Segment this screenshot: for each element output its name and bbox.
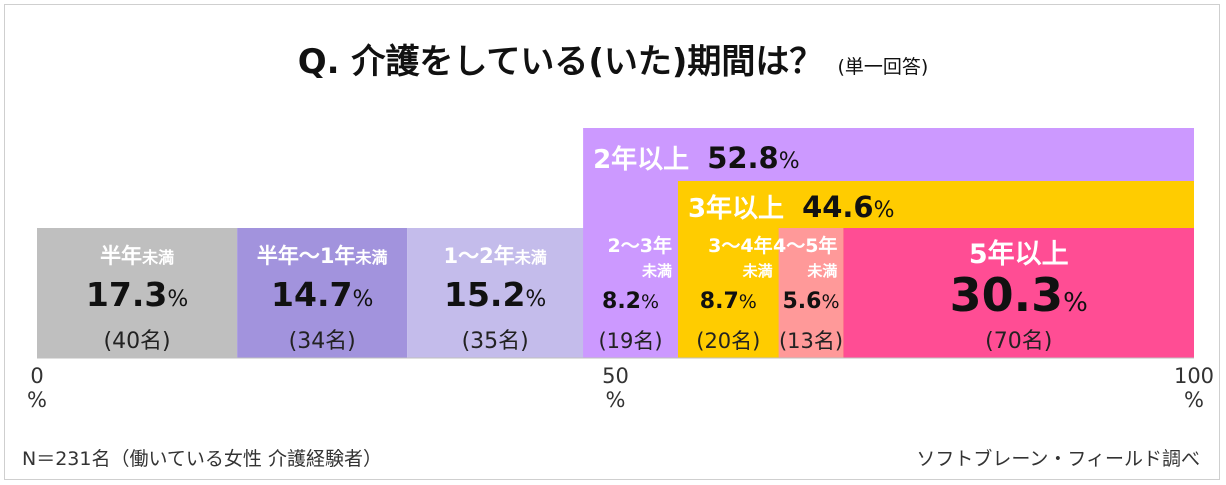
segment-7-count: (70名) xyxy=(985,329,1052,354)
segment-2-count-part: (34名) xyxy=(289,329,356,354)
segment-6-category-part: 4〜5年 xyxy=(773,234,837,257)
segment-1-value-part: % xyxy=(167,287,188,312)
segment-2-value-part: % xyxy=(352,287,373,312)
footnote-sample: N＝231名（働いている女性 介護経験者） xyxy=(22,448,382,470)
bar-segment-5 xyxy=(677,228,779,358)
segment-5-category-suffix-part: 未満 xyxy=(742,262,773,280)
segment-4-category-part: 2〜3年 xyxy=(608,234,672,257)
segment-1-count-part: (40名) xyxy=(103,329,170,354)
x-tick-value: 0 xyxy=(30,364,44,388)
title-text: Q. 介護をしている(いた)期間は？ xyxy=(297,42,824,82)
chart-frame xyxy=(4,4,1220,480)
segment-3-category: 1〜2年未満 xyxy=(444,244,547,268)
segment-4-value: 8.2% xyxy=(602,289,659,314)
band-2yr-plus-label-part: % xyxy=(779,149,800,174)
segment-5-value-part: 8.7 xyxy=(700,289,739,314)
band-3yr-plus-label-part: % xyxy=(874,198,895,223)
segment-2-count: (34名) xyxy=(289,329,356,354)
bar-segment-1 xyxy=(37,228,238,358)
segment-2-category-part: 半年〜1年 xyxy=(257,244,356,268)
segment-6-category: 4〜5年 xyxy=(773,234,837,257)
x-tick-unit: % xyxy=(27,388,47,412)
x-tick-label: 50% xyxy=(586,364,646,412)
band-3yr-plus-label-part: 44.6 xyxy=(802,190,874,224)
segment-1-value: 17.3% xyxy=(86,275,188,314)
x-tick-unit: % xyxy=(1184,388,1204,412)
subtitle: (単一回答) xyxy=(837,56,929,78)
segment-6-value-part: % xyxy=(821,291,839,313)
segment-3-category-part: 未満 xyxy=(514,248,547,267)
segment-4-category-suffix: 未満 xyxy=(641,262,672,280)
band-2yr-plus-label: 2年以上 52.8% xyxy=(593,141,800,175)
segment-6-count-part: (13名) xyxy=(779,329,843,353)
segment-3-value: 15.2% xyxy=(444,275,546,314)
segment-5-count-part: (20名) xyxy=(696,329,760,353)
segment-4-count: (19名) xyxy=(598,329,662,353)
segment-6-count: (13名) xyxy=(779,329,843,353)
segment-3-count-part: (35名) xyxy=(462,329,529,354)
bar-segment-2 xyxy=(237,228,408,358)
band-2yr-plus-label-part: 2年以上 xyxy=(593,144,689,175)
segment-4-value-part: 8.2 xyxy=(602,289,641,314)
segment-7-value-part: 30.3 xyxy=(950,268,1064,322)
bar-segment-3 xyxy=(407,228,584,358)
segment-7-category: 5年以上 xyxy=(969,238,1069,270)
segment-3-category-part: 1〜2年 xyxy=(444,244,515,268)
segment-2-value-part: 14.7 xyxy=(271,275,352,314)
bar-segment-6 xyxy=(778,228,844,358)
segment-5-count: (20名) xyxy=(696,329,760,353)
footnote-source: ソフトブレーン・フィールド調べ xyxy=(916,448,1200,470)
band-3yr-plus-label-part: 3年以上 xyxy=(688,193,784,224)
segment-6-category-suffix: 未満 xyxy=(806,262,837,280)
chart-title: Q. 介護をしている(いた)期間は？ (単一回答) xyxy=(0,34,1226,83)
segment-2-category-part: 未満 xyxy=(355,248,388,267)
segment-6-category-suffix-part: 未満 xyxy=(806,262,837,280)
bar-segment-4 xyxy=(583,228,678,358)
segment-1-category: 半年未満 xyxy=(100,244,174,268)
band-3yr-plus-label: 3年以上 44.6% xyxy=(688,190,895,224)
segment-7-count-part: (70名) xyxy=(985,329,1052,354)
segment-4-count-part: (19名) xyxy=(598,329,662,353)
segment-6-value: 5.6% xyxy=(783,289,840,314)
x-tick-value: 100 xyxy=(1173,364,1215,388)
segment-7-value: 30.3% xyxy=(950,268,1088,322)
segment-5-category-suffix: 未満 xyxy=(742,262,773,280)
segment-1-count: (40名) xyxy=(103,329,170,354)
segment-1-category-part: 半年 xyxy=(100,244,142,268)
segment-4-category: 2〜3年 xyxy=(608,234,672,257)
segment-7-value-part: % xyxy=(1063,288,1088,318)
segment-5-category-part: 3〜4年 xyxy=(708,234,772,257)
segment-3-value-part: % xyxy=(525,287,546,312)
segment-2-category: 半年〜1年未満 xyxy=(257,244,388,268)
segment-2-value: 14.7% xyxy=(271,275,373,314)
segment-5-value: 8.7% xyxy=(700,289,757,314)
bar-segment-7 xyxy=(843,228,1194,358)
segment-5-value-part: % xyxy=(739,291,757,313)
segment-5-category: 3〜4年 xyxy=(708,234,772,257)
segment-4-category-suffix-part: 未満 xyxy=(641,262,672,280)
x-tick-value: 50 xyxy=(602,364,629,388)
segment-6-value-part: 5.6 xyxy=(783,289,822,314)
x-tick-label: 100% xyxy=(1164,364,1224,412)
segment-3-value-part: 15.2 xyxy=(444,275,525,314)
band-2yr-plus-label-part: 52.8 xyxy=(707,141,779,175)
segment-1-category-part: 未満 xyxy=(141,248,174,267)
x-tick-label: 0% xyxy=(7,364,67,412)
segment-4-value-part: % xyxy=(641,291,659,313)
segment-7-category-part: 5年以上 xyxy=(969,238,1069,270)
segment-1-value-part: 17.3 xyxy=(86,275,167,314)
segment-3-count: (35名) xyxy=(462,329,529,354)
x-tick-unit: % xyxy=(605,388,626,412)
